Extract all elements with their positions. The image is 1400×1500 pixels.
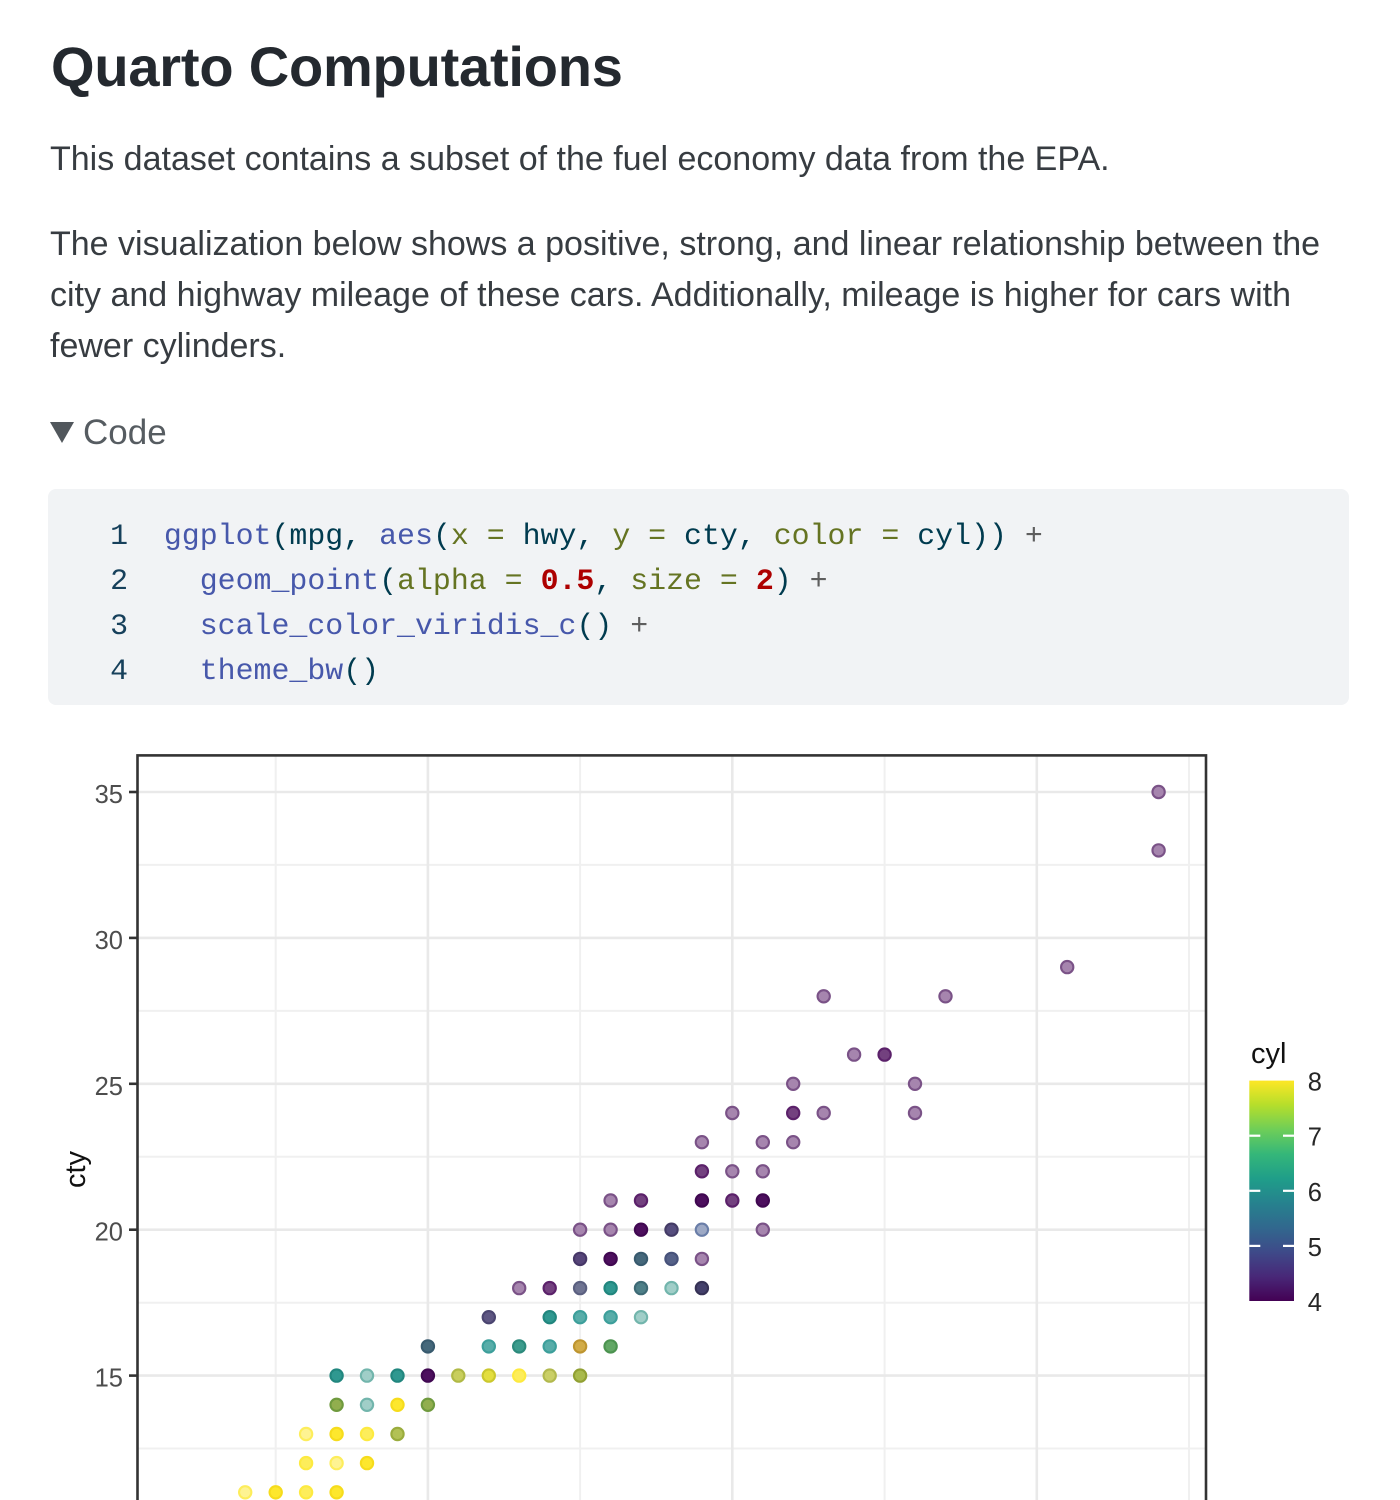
svg-text:cty: cty <box>60 1150 92 1188</box>
svg-text:cyl: cyl <box>1251 1038 1286 1070</box>
svg-text:20: 20 <box>95 1219 123 1247</box>
svg-text:25: 25 <box>95 1073 123 1101</box>
svg-text:4: 4 <box>1308 1289 1322 1317</box>
svg-text:6: 6 <box>1308 1179 1322 1207</box>
svg-text:5: 5 <box>1308 1234 1322 1262</box>
svg-text:8: 8 <box>1308 1069 1322 1097</box>
svg-text:15: 15 <box>95 1365 123 1393</box>
svg-text:30: 30 <box>95 927 123 955</box>
svg-text:7: 7 <box>1308 1124 1322 1152</box>
svg-text:35: 35 <box>95 781 123 809</box>
